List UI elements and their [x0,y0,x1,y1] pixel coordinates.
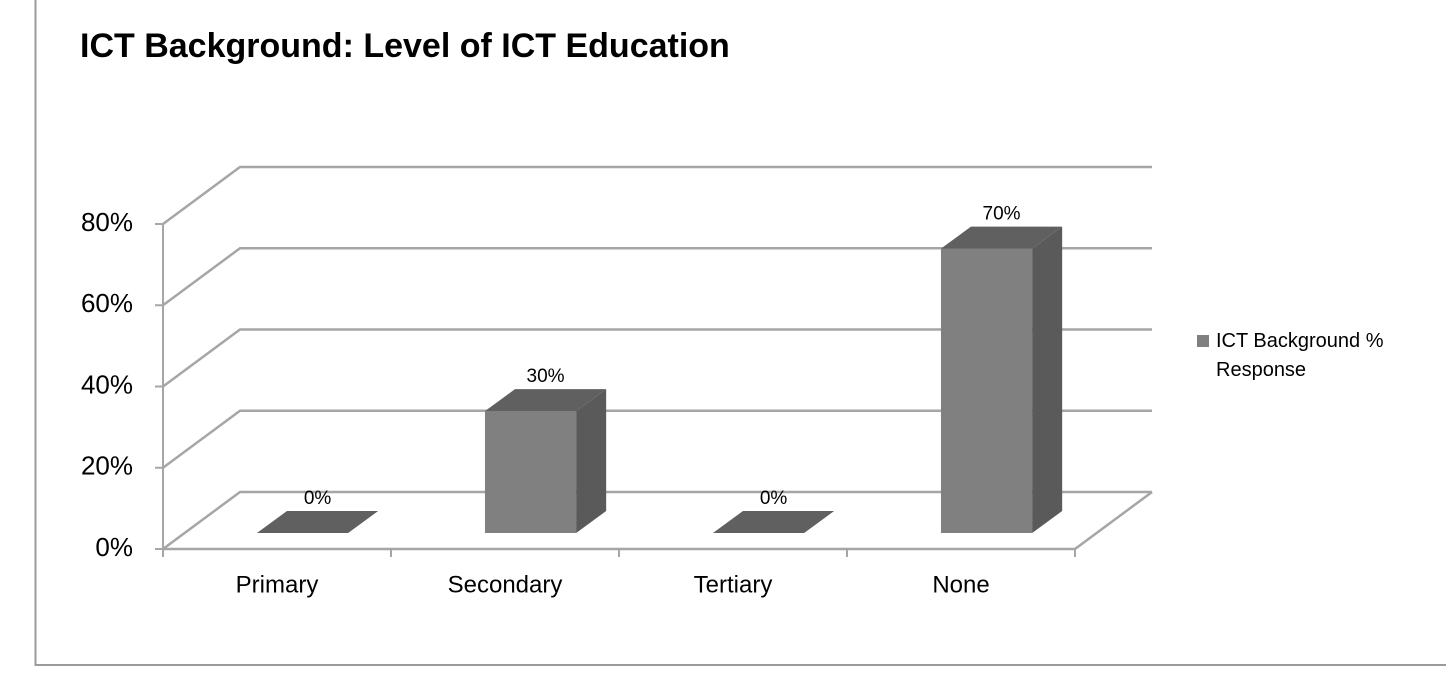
grid-line [162,409,1152,469]
y-tick-label: 40% [81,369,133,399]
chart-title: ICT Background: Level of ICT Education [80,27,730,65]
x-tick-label: None [932,571,989,598]
x-tick-label: Secondary [448,571,563,598]
x-tick-label: Tertiary [694,571,773,598]
bar-top [940,226,1063,249]
y-tick-label: 80% [81,207,133,237]
y-tick-label: 0% [95,532,133,562]
grid-line [162,490,1152,551]
grid-line [162,165,1152,226]
y-tick-label: 60% [81,288,133,318]
chart-border [34,0,1446,666]
bar-top [256,511,379,533]
legend-label: ICT Background % Response [1216,330,1384,381]
data-label: 0% [304,488,332,509]
legend: ICT Background % Response [1197,327,1407,385]
data-label: 70% [983,204,1021,225]
bar-top [712,511,835,533]
data-label: 30% [527,366,565,387]
legend-swatch [1197,335,1209,347]
grid-line [162,247,1152,307]
bar-front [484,411,577,533]
bar-side [576,389,607,533]
grid-line [162,328,1152,388]
data-label: 0% [760,488,788,509]
y-tick-label: 20% [81,451,133,481]
bar-top [484,389,607,412]
bar-side [1032,226,1063,533]
bar-front [940,248,1033,533]
x-tick-label: Primary [236,571,319,598]
